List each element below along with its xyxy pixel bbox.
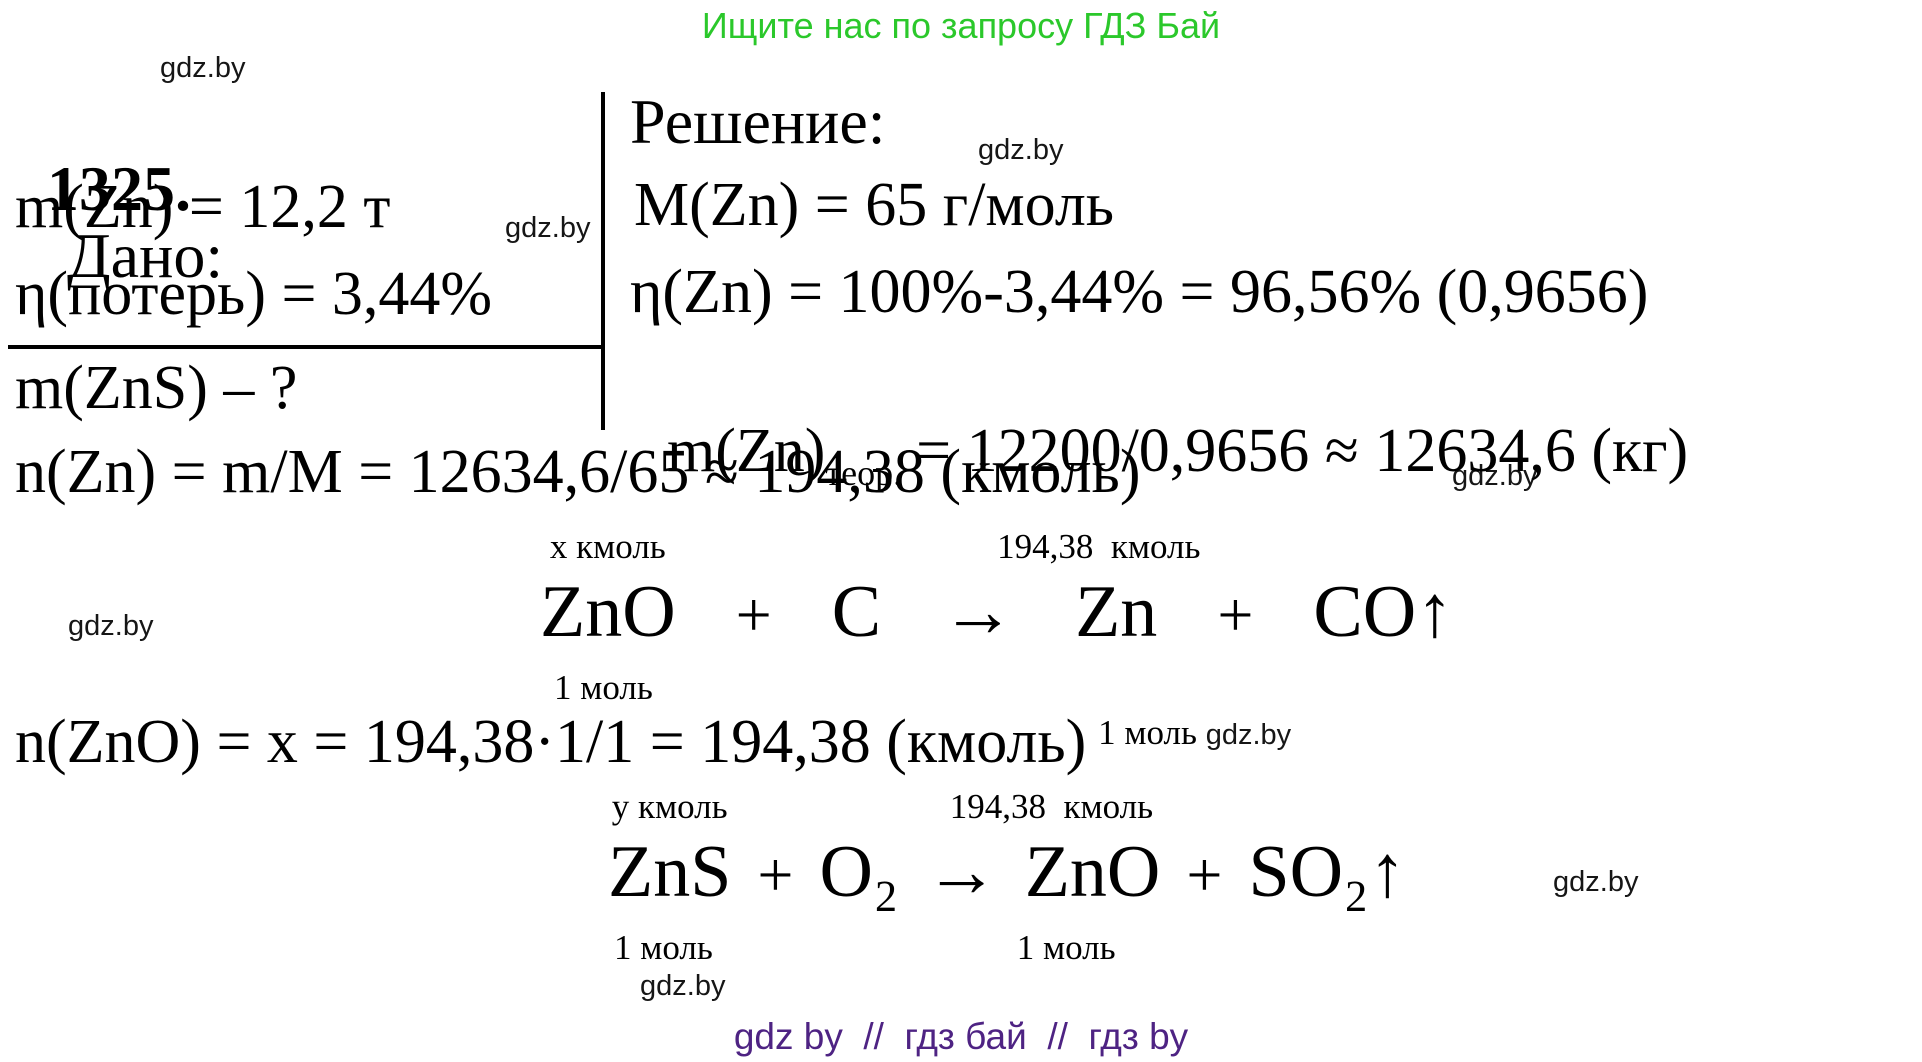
gdz-watermark: gdz.by (978, 134, 1064, 166)
chemical-equation-2: у кмоль 194,38 кмоль ZnS + O₂ → ZnO + SO… (608, 784, 1406, 970)
calc-n-zno: n(ZnO) = x = 194,38·1/1 = 194,38 (кмоль) (15, 708, 1087, 776)
eq2-amount-above-product: 194,38 кмоль (949, 787, 1154, 826)
footer-tags: gdz by // гдз бай // гдз by (733, 1016, 1189, 1057)
eq2-moles-below-product: 1 моль (1016, 927, 1116, 967)
eq1-amount-above-product: 194,38 кмоль (997, 527, 1201, 566)
problem-number: 1325. (47, 153, 191, 225)
eq1-moles-below-reactant: 1 моль (554, 667, 653, 707)
eq1-product-co-gas: CO↑ (1313, 570, 1454, 653)
gdz-watermark: gdz.by (1553, 866, 1639, 898)
gdz-watermark: gdz.by (1452, 460, 1538, 492)
gdz-watermark: gdz.by (640, 970, 726, 1002)
eq1-reactant-zno: ZnO (540, 570, 676, 653)
gdz-watermark: gdz.by (160, 52, 246, 84)
eq1-moles-below-product-text: 1 моль (1098, 713, 1197, 753)
given-underline (8, 345, 605, 349)
chemical-equation-1: x кмоль 194,38 кмоль ZnO + C → Zn + CO↑ … (540, 524, 1453, 801)
gdz-watermark: gdz.by (1205, 719, 1292, 752)
given-mass: m(Zn) = 12,2 т (15, 173, 391, 241)
solution-theoretical-mass: m(Zn)теор. = 12200/0,9656 ≈ 12634,6 (кг) (636, 354, 1689, 492)
eq2-amount-above-reactant: у кмоль (611, 787, 728, 826)
eq1-product-zn: Zn (1075, 570, 1158, 653)
solution-label: Решение: (630, 86, 886, 157)
given-label: Дано: (67, 220, 224, 292)
eq1-reaction-arrow: → (941, 570, 1016, 653)
theoretical-mass-subscript: теор. (825, 453, 903, 494)
eq2-moles-below-reactant: 1 моль (614, 927, 713, 967)
eq2-reactant-o2: O₂ (819, 830, 899, 913)
eq2-reaction-arrow: → (924, 830, 999, 913)
gdz-watermark: gdz.by (505, 212, 591, 244)
eq1-amount-above-reactant: x кмоль (549, 527, 666, 566)
eq1-plus-sign: + (735, 578, 772, 650)
given-losses: η(потерь) = 3,44% (15, 260, 493, 328)
eq2-plus-sign: + (757, 838, 794, 910)
eq1-moles-below-product: 1 моль gdz.by (1063, 665, 1291, 802)
eq2-product-zno: ZnO (1024, 830, 1161, 913)
eq1-plus-sign: + (1217, 578, 1254, 650)
solution-yield: η(Zn) = 100%-3,44% = 96,56% (0,9656) (630, 258, 1649, 326)
theoretical-mass-base: m(Zn) (667, 417, 826, 486)
promo-banner: Ищите нас по запросу ГДЗ Бай (701, 5, 1221, 46)
eq2-product-so2-gas: SO₂↑ (1248, 830, 1406, 913)
given-find: m(ZnS) – ? (15, 354, 298, 422)
eq2-reactant-zns: ZnS (608, 830, 732, 913)
theoretical-mass-value: = 12200/0,9656 ≈ 12634,6 (кг) (916, 417, 1689, 486)
solution-molar-mass: M(Zn) = 65 г/моль (634, 171, 1115, 239)
problem-header: 1325. Дано: (15, 88, 223, 290)
calc-n-zn: n(Zn) = m/M = 12634,6/65 ≈ 194,38 (кмоль… (15, 438, 1141, 506)
eq1-reactant-c: C (831, 570, 882, 653)
eq2-plus-sign: + (1186, 838, 1223, 910)
gdz-watermark: gdz.by (68, 610, 154, 642)
given-solution-divider (601, 92, 605, 430)
